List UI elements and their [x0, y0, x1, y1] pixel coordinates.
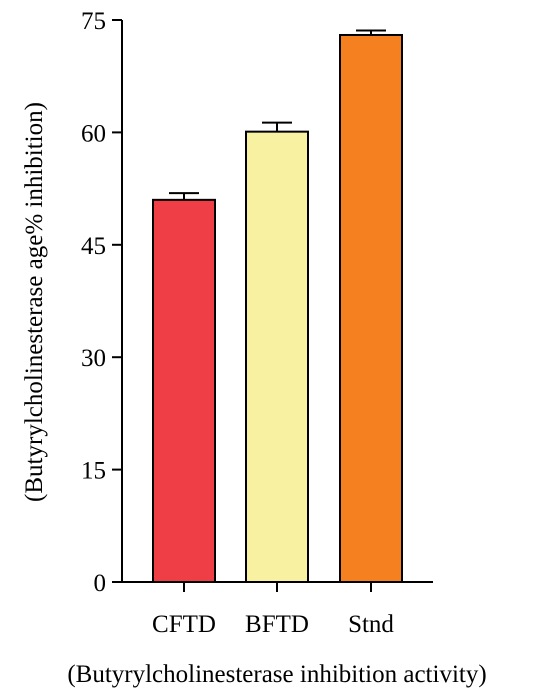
y-axis-title: (Butyrylcholinesterase age% inhibition): [21, 102, 48, 502]
y-axis: 0 15 30 45 60 75: [81, 8, 123, 597]
x-tick-label: CFTD: [152, 611, 216, 638]
x-axis-title: (Butyrylcholinesterase inhibition activi…: [67, 661, 486, 688]
bar-stnd: [339, 33, 403, 583]
y-tick-label: 60: [81, 120, 106, 147]
x-tick-label: Stnd: [348, 611, 394, 638]
bar-bftd: [245, 130, 309, 583]
bar-cftd: [152, 198, 216, 583]
bars: [152, 29, 403, 583]
y-tick-label: 45: [81, 233, 106, 260]
x-tick-label: BFTD: [245, 611, 309, 638]
y-tick-label: 30: [81, 345, 106, 372]
y-tick-label: 0: [94, 570, 107, 597]
x-axis: CFTD BFTD Stnd: [122, 581, 433, 638]
y-tick-label: 75: [81, 8, 106, 35]
y-tick-label: 15: [81, 458, 106, 485]
